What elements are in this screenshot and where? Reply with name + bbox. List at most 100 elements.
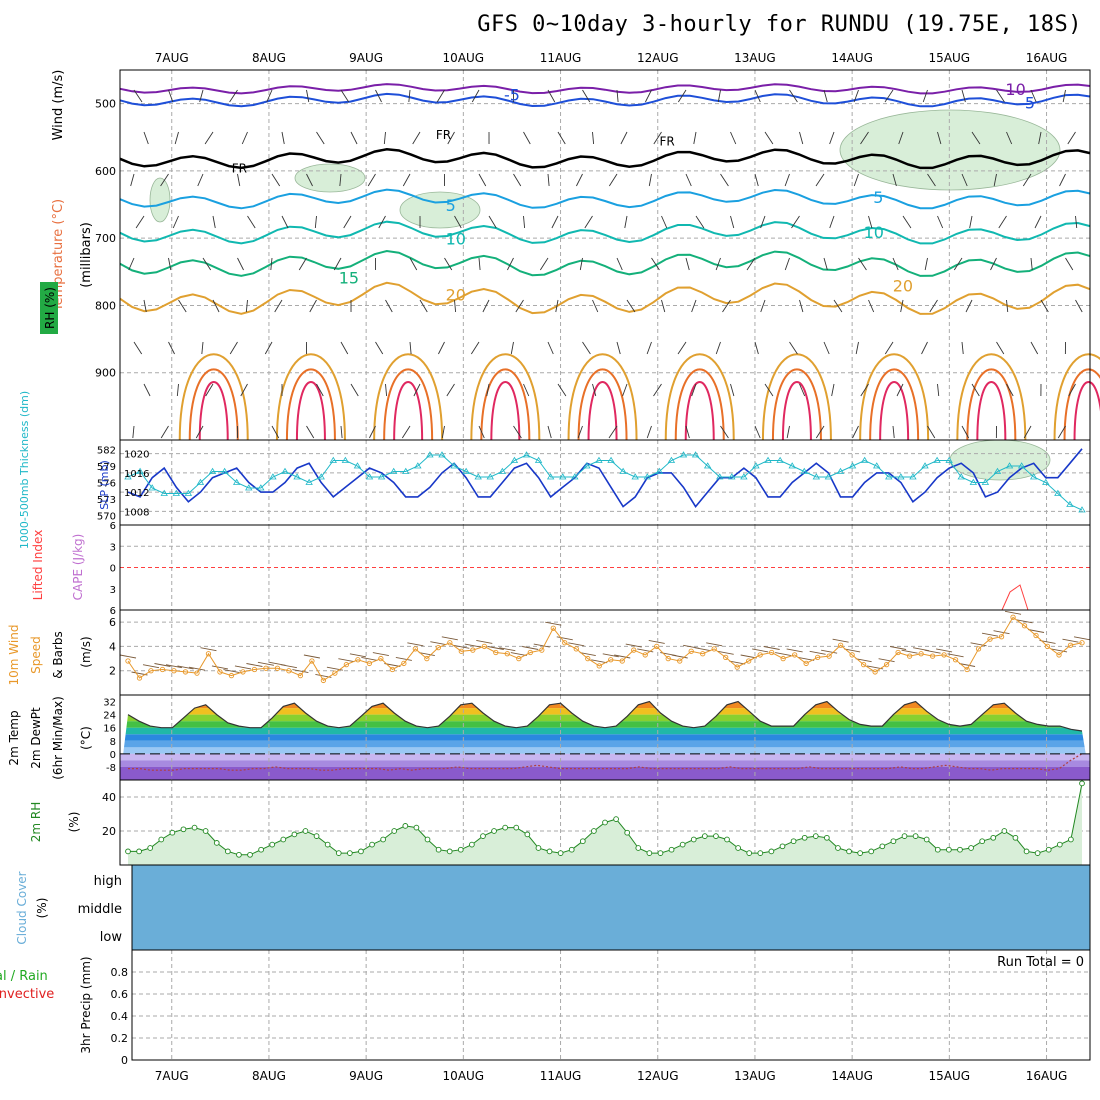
precip-tick: 0.2 xyxy=(111,1032,129,1045)
surface-wind-barb xyxy=(280,664,297,669)
wind-barb xyxy=(133,341,143,355)
wind-barb xyxy=(717,89,721,103)
surface-wind-barb xyxy=(602,653,619,658)
date-tick-bottom: 16AUG xyxy=(1026,1069,1068,1083)
wind-barb xyxy=(401,425,411,439)
cloud-level-label: middle xyxy=(78,902,122,917)
surface-wind-barb xyxy=(798,656,815,661)
surface-wind-barb xyxy=(1027,629,1045,633)
wind-barb xyxy=(685,425,690,439)
rh-point xyxy=(424,836,431,843)
wind-barb xyxy=(764,383,774,397)
wind-barb xyxy=(685,173,692,187)
wind-barb xyxy=(408,89,411,103)
wind-barb xyxy=(446,383,455,397)
thickness-marker xyxy=(414,462,422,469)
wind-barb xyxy=(592,299,599,313)
rh-point xyxy=(457,846,464,853)
wind-barb xyxy=(168,257,172,271)
wind-barb xyxy=(523,215,526,229)
li-tick: 6 xyxy=(110,521,116,532)
li-tick: 6 xyxy=(110,606,116,617)
wind-barb xyxy=(271,173,281,187)
wind-barb xyxy=(799,299,804,313)
boundary-layer-plume xyxy=(674,368,725,441)
wind-barb xyxy=(551,215,559,229)
wind-barb xyxy=(829,131,835,145)
surface-wind-barb xyxy=(142,664,160,669)
temp-line xyxy=(127,700,1083,732)
wind-barb xyxy=(143,131,149,145)
date-tick-top: 10AUG xyxy=(443,51,485,65)
wind-barb xyxy=(488,215,497,229)
rh-shading xyxy=(399,191,481,229)
rh-point xyxy=(701,833,708,839)
surface-wind-barb xyxy=(625,643,642,648)
contour-label: 5 xyxy=(446,196,456,215)
surface-wind-barb xyxy=(958,663,976,667)
wind-barb xyxy=(715,257,721,271)
boundary-layer-plume xyxy=(285,368,336,441)
rh-point xyxy=(469,841,475,848)
contour-label: 15 xyxy=(339,269,359,288)
boundary-layer-plume xyxy=(393,380,424,441)
date-tick-bottom: 7AUG xyxy=(155,1069,189,1083)
rh-point xyxy=(801,834,808,841)
contour-label: 5 xyxy=(873,188,883,207)
wind-barb xyxy=(929,299,938,313)
wind-barb xyxy=(367,173,376,187)
surface-wind-barb xyxy=(418,652,435,657)
date-tick-top: 12AUG xyxy=(637,51,679,65)
wind-barb xyxy=(990,257,997,271)
rh-point xyxy=(579,838,586,845)
wind-barb xyxy=(953,257,963,271)
wind-barb xyxy=(178,299,187,313)
boundary-layer-plume xyxy=(1063,368,1100,441)
rh-point xyxy=(602,819,608,826)
wind-barb xyxy=(197,173,204,187)
wind-barb xyxy=(961,173,968,187)
surface-wind-barb xyxy=(1050,648,1068,653)
wind-barb xyxy=(266,89,273,103)
wind-barb xyxy=(247,215,256,229)
rh-point xyxy=(247,851,253,858)
surface-wind-barb xyxy=(706,642,723,647)
wind-barb xyxy=(447,131,455,145)
rh-point xyxy=(1001,828,1008,834)
wind-barb xyxy=(693,131,697,145)
temperature-contour xyxy=(119,281,1091,315)
surface-wind-barb xyxy=(890,646,907,650)
wind-barb xyxy=(576,173,583,187)
rh-point xyxy=(746,850,753,856)
surface-wind-barb xyxy=(430,641,447,646)
surface-wind-barb xyxy=(970,642,987,647)
rh-point xyxy=(480,833,486,839)
wind-barb xyxy=(786,425,790,439)
rh-point xyxy=(335,850,342,856)
surface-wind-barb xyxy=(717,650,734,655)
cold-band xyxy=(120,766,1090,780)
rh-point xyxy=(125,848,131,855)
wind-barb xyxy=(730,383,735,397)
wind-barb xyxy=(653,131,662,145)
temp-tick: -8 xyxy=(106,763,116,774)
slp-tick: 1016 xyxy=(124,469,149,480)
boundary-layer-plume xyxy=(470,353,541,441)
wind-axis-label: Wind (m/s) xyxy=(51,70,66,141)
wind-barb xyxy=(419,299,428,313)
rh-point xyxy=(413,824,420,831)
contour-label: -5 xyxy=(1019,94,1035,113)
rh-point xyxy=(890,838,897,845)
rh-point xyxy=(524,831,531,838)
li-tick: 0 xyxy=(110,564,116,575)
wind-barb xyxy=(340,89,350,103)
axis-labels: 7AUG 7AUG 8AUG 8AUG 9AUG 9AUG 10AUG 10AUG 11AUG 1… xyxy=(0,51,1084,1083)
wind-barb xyxy=(868,215,873,229)
rh-point xyxy=(646,850,653,856)
chart-title: GFS 0~10day 3-hourly for RUNDU (19.75E, … xyxy=(477,12,1082,37)
boundary-layer-plume xyxy=(966,368,1017,441)
contour-label: FR xyxy=(436,128,451,142)
temp-band xyxy=(120,708,1090,715)
wind-barb xyxy=(202,257,212,271)
wind-barb xyxy=(229,89,238,103)
